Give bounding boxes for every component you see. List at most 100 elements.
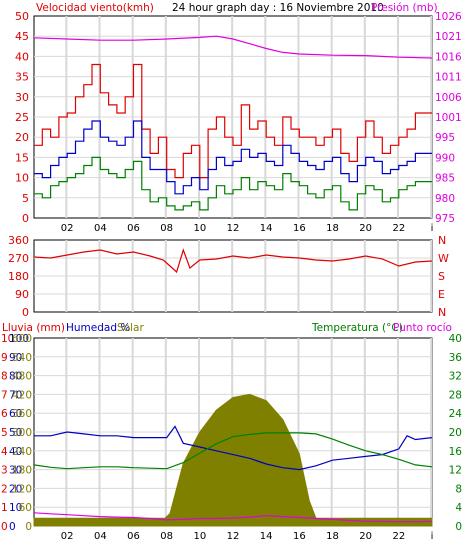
solar-tick-label: 180 — [12, 465, 32, 477]
rain-tick-label: 1 — [1, 502, 8, 514]
humidity-axis-label: Humedad % — [66, 322, 130, 334]
solar-tick-label: 240 — [12, 446, 32, 458]
solar-tick-label: 540 — [12, 352, 32, 364]
temperature-tick-label: 8 — [455, 483, 462, 495]
hour-tick-label: 18 — [326, 531, 339, 542]
temperature-tick-label: 4 — [455, 502, 462, 514]
temperature-tick-label: 16 — [449, 446, 463, 458]
temperature-tick-label: 28 — [449, 389, 462, 401]
direction-tick-label: 90 — [15, 288, 29, 301]
wind-direction-series-line — [33, 248, 433, 274]
solar-tick-label: 300 — [12, 427, 32, 439]
wind-tick-label: 40 — [15, 50, 29, 63]
compass-direction-label: W — [438, 252, 449, 265]
solar-tick-label: 600 — [12, 333, 32, 345]
wind-tick-label: 30 — [15, 91, 29, 104]
hour-tick-label: 22 — [392, 223, 405, 234]
solar-tick-label: 480 — [12, 371, 32, 383]
rain-tick-label: 2 — [1, 483, 8, 495]
direction-tick-label: 180 — [8, 270, 29, 283]
pressure-tick-label: 1011 — [435, 72, 462, 84]
temperature-axis-label: Temperatura (°C) — [311, 322, 403, 334]
wind-tick-label: 50 — [15, 10, 29, 23]
dewpoint-series-line — [33, 512, 433, 523]
hour-tick-label: 08 — [160, 223, 173, 234]
hour-tick-label: i — [431, 223, 434, 234]
hour-tick-label: 14 — [260, 223, 273, 234]
hour-tick-label: 20 — [359, 531, 372, 542]
rain-tick-label: 8 — [1, 371, 8, 383]
temperature-series-line — [33, 432, 433, 470]
hour-tick-label: 02 — [61, 531, 74, 542]
compass-direction-label: N — [438, 234, 446, 247]
temperature-axis: 0 4 8 12 16 20 24 28 32 36 40 — [449, 333, 463, 533]
humidity-tick-label: 50 — [9, 427, 22, 439]
humidity-series-line — [34, 425, 433, 471]
rain-tick-label: 7 — [1, 389, 8, 401]
wind-axis-label: Velocidad viento(kmh) — [36, 2, 154, 14]
wind_avg-series-line — [34, 156, 432, 211]
hour-tick-label: 10 — [193, 223, 206, 234]
temperature-tick-label: 0 — [455, 521, 462, 533]
solar-radiation-area — [33, 393, 433, 527]
rain-tick-label: 3 — [1, 465, 8, 477]
pressure-axis-label: Presión (mb) — [371, 2, 438, 14]
wind-tick-label: 5 — [22, 192, 29, 205]
wind-left-axis: 0 5 10 15 20 25 30 35 40 45 50 — [15, 10, 29, 225]
rain-tick-label: 5 — [1, 427, 8, 439]
rain-tick-label: 9 — [1, 352, 8, 364]
humidity-tick-label: 60 — [9, 408, 22, 420]
compass-direction-label: E — [438, 288, 445, 301]
humidity-tick-label: 10 — [9, 502, 22, 514]
wind-pressure-panel: 0 5 10 15 20 25 30 35 40 45 50 975 980 985 990 995 1001… — [15, 2, 462, 234]
temperature-tick-label: 32 — [449, 371, 462, 383]
pressure-tick-label: 1021 — [435, 31, 462, 43]
wind-tick-label: 0 — [22, 212, 29, 225]
pressure-tick-label: 985 — [435, 173, 455, 185]
humidity-tick-label: 0 — [9, 521, 16, 533]
temperature-tick-label: 12 — [449, 465, 462, 477]
rain-axis-label: Lluvia (mm) — [2, 322, 65, 334]
hour-tick-label: 20 — [359, 223, 372, 234]
solar-tick-label: 60 — [19, 502, 32, 514]
rain-tick-label: 0 — [1, 521, 8, 533]
solar-tick-label: 120 — [12, 483, 32, 495]
compass-direction-label: N — [438, 306, 446, 319]
hour-tick-label: 08 — [160, 531, 173, 542]
hour-tick-label: 06 — [127, 531, 140, 542]
rain-tick-label: 4 — [1, 446, 8, 458]
hour-tick-label: 12 — [227, 223, 240, 234]
hour-tick-label: 04 — [94, 223, 107, 234]
wind-tick-label: 15 — [15, 151, 29, 164]
humidity-marks — [33, 393, 433, 527]
wind-tick-label: 45 — [15, 30, 29, 43]
pressure-tick-label: 975 — [435, 213, 455, 225]
humidity-tick-label: 40 — [9, 446, 22, 458]
pressure-right-axis: 975 980 985 990 995 1001 1006 1011 1016 1021 1026 — [435, 11, 462, 225]
direction-marks — [33, 248, 433, 274]
humidity-tick-label: 30 — [9, 465, 22, 477]
hour-tick-label: i — [431, 531, 434, 542]
solar-tick-label: 420 — [12, 389, 32, 401]
temperature-tick-label: 24 — [449, 408, 463, 420]
humidity-tick-label: 90 — [9, 352, 22, 364]
hour-tick-label: 16 — [293, 531, 306, 542]
humidity-x-axis: 02 04 06 08 10 12 14 16 18 20 22 i — [61, 531, 434, 542]
direction-left-axis: 360 270 180 90 0 — [8, 234, 29, 319]
pressure-tick-label: 1016 — [435, 51, 462, 63]
wind-tick-label: 25 — [15, 111, 29, 124]
temperature-tick-label: 20 — [449, 427, 462, 439]
pressure-tick-label: 995 — [435, 132, 455, 144]
temperature-tick-label: 36 — [449, 352, 463, 364]
hour-tick-label: 02 — [61, 223, 74, 234]
solar-tick-label: 0 — [25, 521, 32, 533]
pressure-tick-label: 1026 — [435, 11, 462, 23]
pressure-tick-label: 980 — [435, 193, 455, 205]
direction-tick-label: 360 — [8, 234, 29, 247]
wind-x-axis: 02 04 06 08 10 12 14 16 18 20 22 i — [61, 223, 434, 234]
